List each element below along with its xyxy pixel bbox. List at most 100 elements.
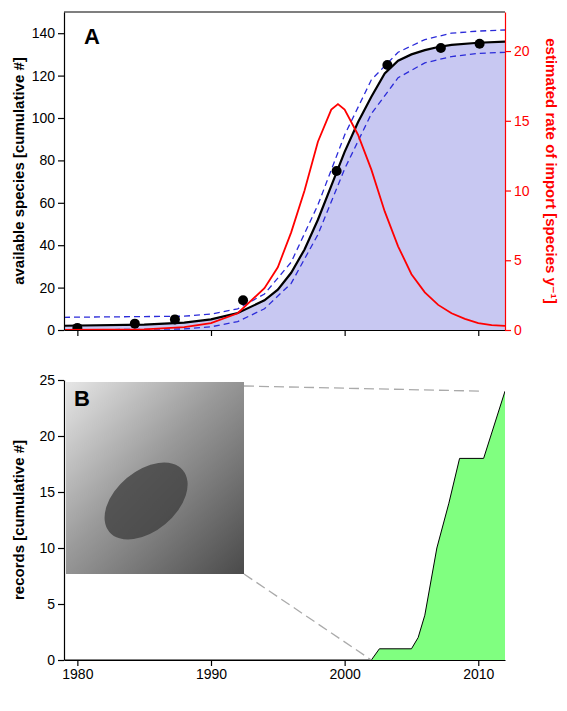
- dashed-line: [64, 52, 505, 330]
- x-tick: 2000: [330, 660, 361, 682]
- y-tick-label: 25: [39, 372, 55, 388]
- y-tick-label: 120: [32, 68, 56, 84]
- y-tick-mark: [58, 436, 64, 437]
- y-tick: 20: [39, 428, 64, 444]
- x-axis-line: [65, 330, 506, 331]
- y-axis-line: [64, 381, 65, 661]
- data-point: [436, 43, 446, 53]
- y2-tick: 10: [505, 183, 530, 199]
- y-tick-mark: [58, 118, 64, 119]
- dashed-line: [64, 30, 505, 317]
- y-tick-mark: [58, 492, 64, 493]
- y-tick: 0: [47, 322, 64, 338]
- y-tick: 120: [32, 68, 64, 84]
- x-axis: [65, 330, 506, 336]
- inset-photo: [66, 382, 244, 574]
- y-tick-label: 0: [47, 322, 55, 338]
- y2-tick-mark: [505, 330, 511, 331]
- y-axis: 0 20 40 60 80 100 120 140: [32, 13, 65, 338]
- y-tick-label: 100: [32, 110, 56, 126]
- y-axis-title: available species [cumulative #]: [10, 57, 27, 285]
- inset: [66, 382, 484, 660]
- x-tick-mark: [478, 330, 479, 336]
- x-tick: [345, 330, 346, 336]
- y-tick-mark: [58, 160, 64, 161]
- panel: 1980 1990 2000 20 100 5 10 15 20 25 records [cumul…: [10, 372, 506, 682]
- y2-axis: 0 5 10 15 20: [505, 13, 530, 338]
- y2-tick-label: 0: [514, 322, 522, 338]
- y2-tick: 15: [505, 113, 530, 129]
- y-tick-mark: [58, 604, 64, 605]
- y-tick-mark: [58, 288, 64, 289]
- x-axis-line: [65, 660, 506, 661]
- y-tick: 10: [39, 540, 64, 556]
- y2-tick: 5: [505, 252, 522, 268]
- y2-tick-label: 15: [514, 113, 530, 129]
- y-tick: 20: [39, 280, 64, 296]
- connector-line: [244, 574, 371, 660]
- y-tick-mark: [58, 548, 64, 549]
- y2-tick-mark: [505, 121, 511, 122]
- y-tick-label: 5: [47, 596, 55, 612]
- y-tick: 40: [39, 237, 64, 253]
- frame-top: [64, 11, 505, 12]
- connector-line: [244, 386, 484, 391]
- y-tick-mark: [58, 245, 64, 246]
- x-tick: 1980: [62, 660, 93, 682]
- y-tick: 60: [39, 195, 64, 211]
- x-tick-label: 2000: [330, 666, 361, 682]
- x-tick: 1990: [196, 660, 227, 682]
- y-axis-line: [64, 13, 65, 331]
- y-tick-label: 0: [47, 652, 55, 668]
- y-tick: 140: [32, 25, 64, 41]
- y-tick-label: 20: [39, 428, 55, 444]
- y-tick: 5: [47, 596, 64, 612]
- x-axis: 1980199020002010: [62, 660, 505, 682]
- data-point: [382, 60, 392, 70]
- y2-axis-line: [505, 13, 506, 331]
- y-tick-label: 80: [39, 152, 55, 168]
- y-tick: 100: [32, 110, 64, 126]
- area-edge: [64, 42, 505, 326]
- y-tick-mark: [58, 33, 64, 34]
- panel-letter: A: [84, 24, 100, 49]
- y-tick-label: 15: [39, 484, 55, 500]
- x-tick: [77, 330, 78, 336]
- x-tick-label: 1980: [62, 666, 93, 682]
- y-tick-label: 10: [39, 540, 55, 556]
- x-tick-mark: [345, 330, 346, 336]
- y-tick-mark: [58, 330, 64, 331]
- y-tick-label: 40: [39, 237, 55, 253]
- y-tick-label: 60: [39, 195, 55, 211]
- y-axis: 0 5 10 15 20 25: [39, 372, 64, 668]
- data-point: [332, 166, 342, 176]
- figure: 02040608010012014005101520available spec…: [0, 0, 567, 711]
- plot-area: [64, 30, 505, 330]
- y2-tick-label: 10: [514, 183, 530, 199]
- x-tick-label: 1990: [196, 666, 227, 682]
- y2-tick: 20: [505, 43, 530, 59]
- y2-tick-mark: [505, 190, 511, 191]
- x-tick: [211, 330, 212, 336]
- y-tick-label: 20: [39, 280, 55, 296]
- y-tick: 80: [39, 152, 64, 168]
- y-tick-mark: [58, 75, 64, 76]
- y-tick: 15: [39, 484, 64, 500]
- area-fill: [64, 42, 505, 330]
- y-axis-title: records [cumulative #]: [10, 440, 27, 600]
- y-tick: 0: [47, 652, 64, 668]
- y-tick-label: 140: [32, 25, 56, 41]
- data-point: [170, 314, 180, 324]
- y2-tick-label: 5: [514, 252, 522, 268]
- y-tick: 25: [39, 372, 64, 388]
- x-tick-mark: [211, 330, 212, 336]
- y2-tick: 0: [505, 322, 522, 338]
- y2-axis-title: estimated rate of import [species y⁻¹]: [543, 38, 560, 304]
- data-point: [130, 319, 140, 329]
- x-tick-mark: [77, 330, 78, 336]
- inset-photo-shape: [90, 447, 202, 555]
- x-tick: [478, 330, 479, 336]
- y-tick-mark: [58, 203, 64, 204]
- y2-tick-mark: [505, 260, 511, 261]
- y2-tick-mark: [505, 51, 511, 52]
